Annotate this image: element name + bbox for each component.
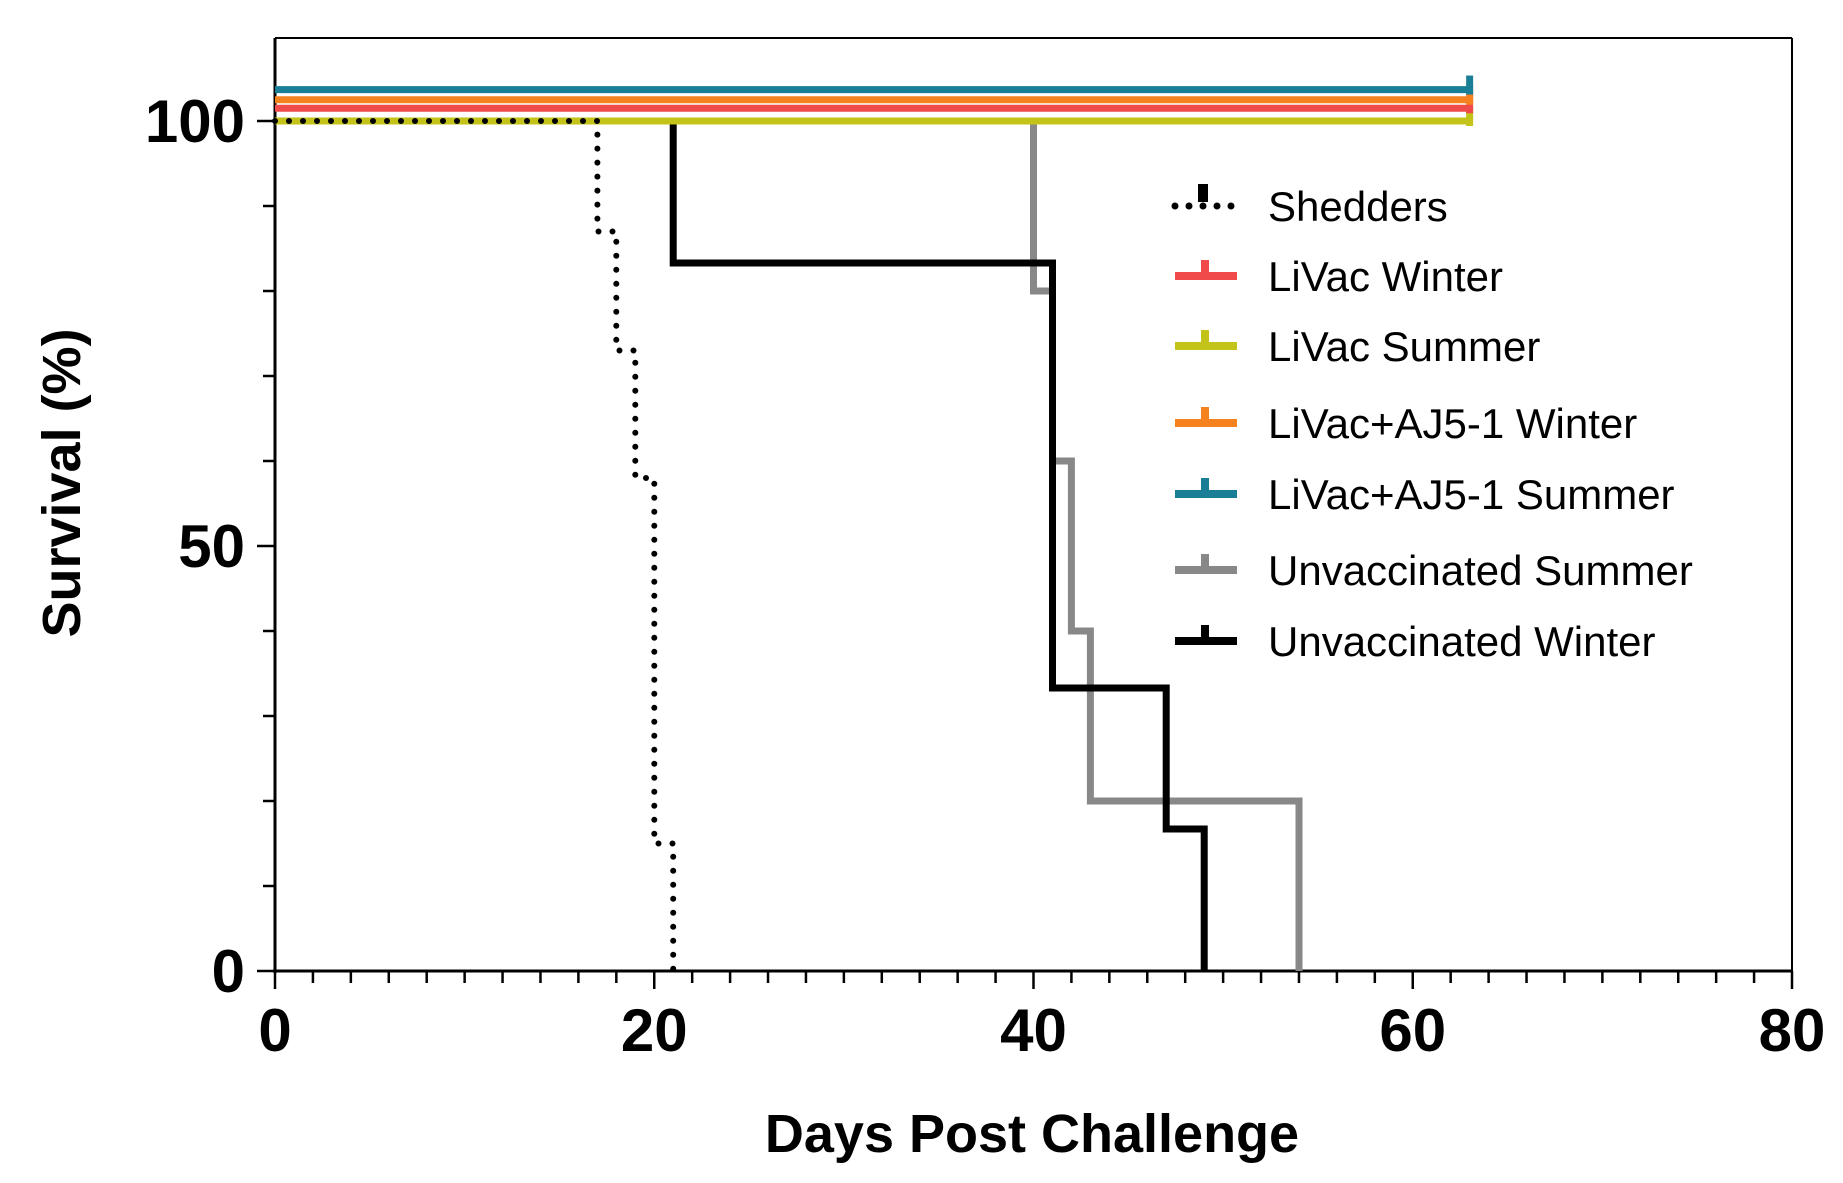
series-layer [272, 75, 1474, 974]
series-line-unvaccinated-winter [669, 121, 1208, 971]
legend-label-livac-aj5-1-winter: LiVac+AJ5-1 Winter [1268, 400, 1637, 447]
legend-label-shedders: Shedders [1268, 183, 1448, 230]
legend-label-livac-aj5-1-summer: LiVac+AJ5-1 Summer [1268, 471, 1675, 518]
axes: 0 20 40 60 80 0 50 100 [145, 37, 1826, 1064]
x-tick-label: 20 [621, 997, 688, 1064]
legend-label-unvaccinated-winter: Unvaccinated Winter [1268, 618, 1656, 665]
y-axis-title: Survival (%) [32, 328, 92, 637]
x-axis-title: Days Post Challenge [765, 1104, 1299, 1164]
legend-label-livac-winter: LiVac Winter [1268, 253, 1503, 300]
x-tick-label: 80 [1759, 997, 1826, 1064]
legend-label-livac-summer: LiVac Summer [1268, 323, 1540, 370]
y-tick-label: 100 [145, 88, 245, 155]
series-line-unvaccinated-summer [275, 117, 1303, 971]
legend-marker-shedders [1198, 184, 1208, 202]
y-tick-label: 0 [212, 938, 245, 1005]
y-tick-label: 50 [178, 513, 245, 580]
x-tick-label: 40 [1000, 997, 1067, 1064]
legend-label-unvaccinated-summer: Unvaccinated Summer [1268, 547, 1693, 594]
series-line-shedders [272, 118, 677, 974]
x-tick-label: 60 [1379, 997, 1446, 1064]
x-tick-label: 0 [258, 997, 291, 1064]
legend: Shedders LiVac Winter LiVac Summer LiVac+AJ… [1171, 183, 1693, 665]
